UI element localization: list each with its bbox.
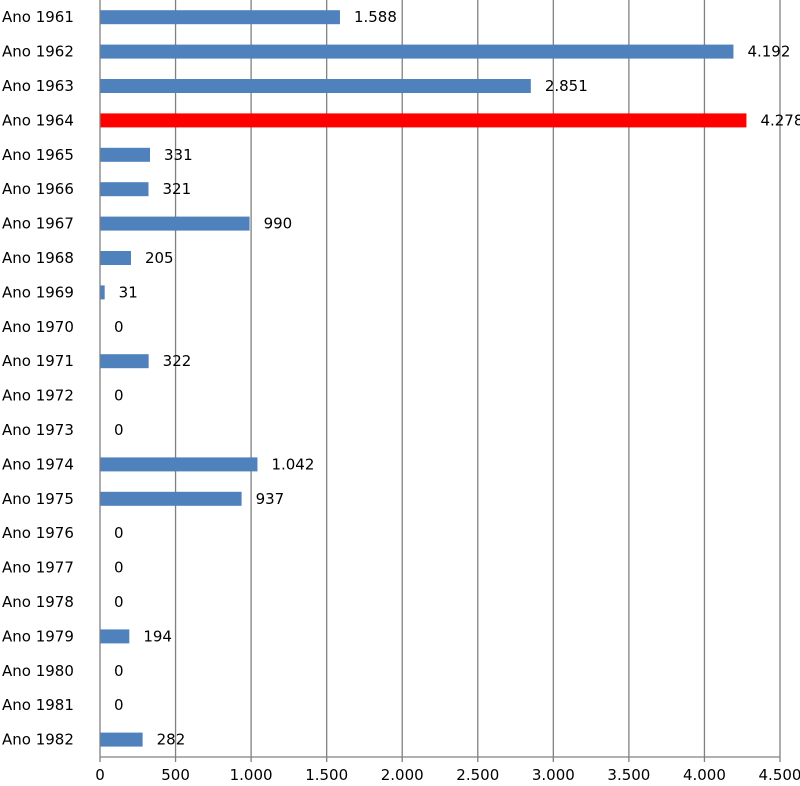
x-tick-label: 2.000 — [381, 766, 424, 784]
data-label: 282 — [157, 731, 186, 749]
data-label: 205 — [145, 249, 174, 267]
x-tick-label: 4.500 — [759, 766, 800, 784]
category-label: Ano 1967 — [2, 215, 74, 233]
bar-ano-1982 — [100, 732, 143, 747]
category-label: Ano 1964 — [2, 111, 74, 129]
bar-ano-1963 — [100, 79, 531, 93]
data-label: 194 — [143, 627, 172, 645]
data-label: 0 — [114, 524, 124, 542]
data-label: 1.042 — [271, 455, 314, 473]
data-label: 0 — [114, 318, 124, 336]
data-label: 990 — [264, 215, 293, 233]
category-label: Ano 1976 — [2, 524, 74, 542]
category-label: Ano 1980 — [2, 662, 74, 680]
axis-layer: 0 500 1.000 1.500 2.000 2.500 3.000 3.500 4.000 4… — [95, 0, 800, 784]
label-layer: Ano 1961 1.588 Ano 1962 4.192 Ano 1963 2.851 A… — [2, 8, 800, 748]
category-label: Ano 1978 — [2, 593, 74, 611]
data-label: 1.588 — [354, 8, 397, 26]
bar-ano-1971 — [100, 354, 149, 369]
category-label: Ano 1982 — [2, 731, 74, 749]
category-label: Ano 1970 — [2, 318, 74, 336]
category-label: Ano 1962 — [2, 43, 74, 61]
bar-ano-1969 — [100, 285, 105, 300]
category-label: Ano 1971 — [2, 352, 74, 370]
data-label: 322 — [163, 352, 192, 370]
data-label: 4.192 — [747, 43, 790, 61]
bar-ano-1966 — [100, 182, 149, 197]
data-label: 31 — [119, 283, 138, 301]
category-label: Ano 1981 — [2, 696, 74, 714]
category-label: Ano 1968 — [2, 249, 74, 267]
data-label: 0 — [114, 662, 124, 680]
category-label: Ano 1961 — [2, 8, 74, 26]
data-label: 4.278 — [760, 111, 800, 129]
bar-ano-1964 — [100, 113, 747, 128]
x-tick-label: 0 — [95, 766, 105, 784]
category-label: Ano 1979 — [2, 627, 74, 645]
data-label: 0 — [114, 559, 124, 577]
data-label: 937 — [256, 490, 285, 508]
bar-ano-1961 — [100, 10, 340, 25]
data-label: 331 — [164, 146, 193, 164]
x-tick-label: 1.500 — [305, 766, 348, 784]
bar-ano-1962 — [100, 44, 734, 59]
data-label: 0 — [114, 421, 124, 439]
category-label: Ano 1977 — [2, 559, 74, 577]
data-label: 321 — [163, 180, 192, 198]
data-label: 0 — [114, 593, 124, 611]
x-tick-label: 500 — [161, 766, 190, 784]
x-tick-label: 3.000 — [532, 766, 575, 784]
bar-ano-1968 — [100, 251, 131, 265]
bar-ano-1979 — [100, 629, 130, 644]
x-tick-label: 3.500 — [607, 766, 650, 784]
category-label: Ano 1965 — [2, 146, 74, 164]
x-tick-label: 4.000 — [683, 766, 726, 784]
category-label: Ano 1969 — [2, 283, 74, 301]
category-label: Ano 1963 — [2, 77, 74, 95]
bar-ano-1974 — [100, 457, 258, 472]
category-label: Ano 1966 — [2, 180, 74, 198]
bar-ano-1965 — [100, 147, 151, 162]
category-label: Ano 1973 — [2, 421, 74, 439]
x-tick-label: 2.500 — [456, 766, 499, 784]
bar-layer — [100, 10, 747, 747]
data-label: 2.851 — [545, 77, 588, 95]
category-label: Ano 1974 — [2, 455, 74, 473]
bar-ano-1975 — [100, 491, 242, 506]
data-label: 0 — [114, 696, 124, 714]
data-label: 0 — [114, 387, 124, 405]
bar-ano-1967 — [100, 216, 250, 231]
x-tick-label: 1.000 — [230, 766, 273, 784]
category-label: Ano 1972 — [2, 387, 74, 405]
category-label: Ano 1975 — [2, 490, 74, 508]
